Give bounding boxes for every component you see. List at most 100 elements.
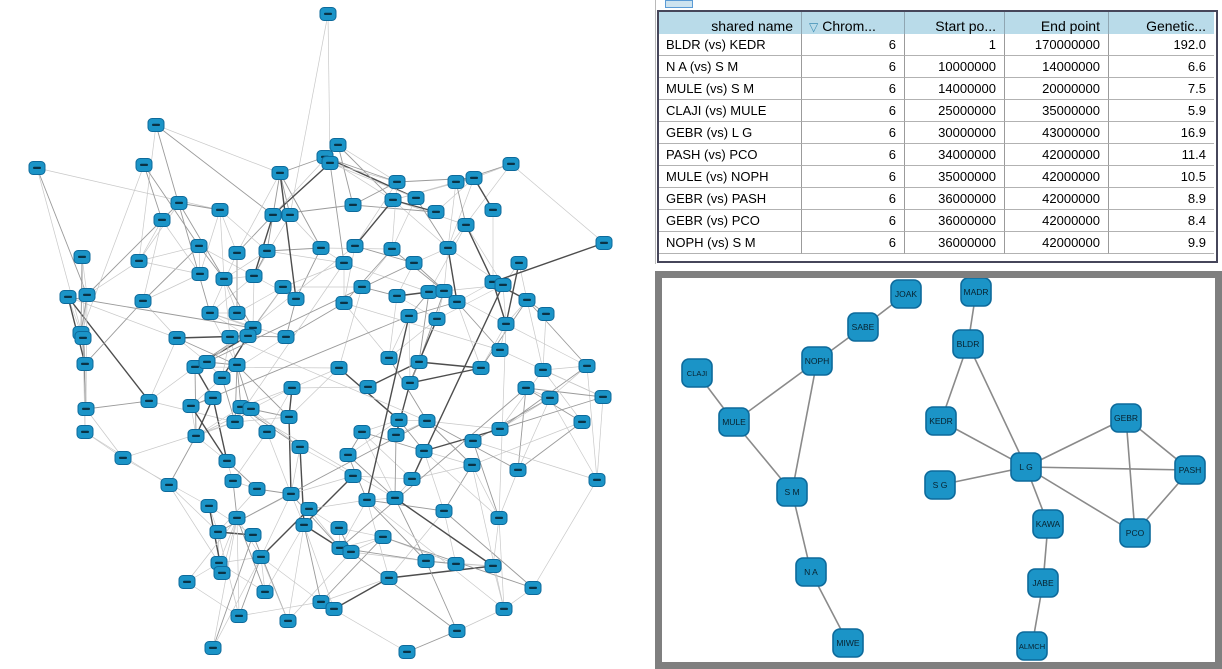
graph-node[interactable] bbox=[398, 645, 416, 659]
graph-node[interactable] bbox=[484, 203, 502, 217]
graph-node[interactable] bbox=[281, 208, 299, 222]
subnetwork-node-sg[interactable]: S G bbox=[924, 470, 956, 500]
table-cell[interactable]: GEBR (vs) L G bbox=[659, 122, 802, 144]
graph-node[interactable] bbox=[510, 256, 528, 270]
graph-node[interactable] bbox=[295, 518, 313, 532]
graph-node[interactable] bbox=[319, 7, 337, 21]
table-cell[interactable]: 35000000 bbox=[1005, 100, 1109, 122]
subnetwork-node-lg[interactable]: L G bbox=[1010, 452, 1042, 482]
graph-node[interactable] bbox=[224, 474, 242, 488]
graph-node[interactable] bbox=[447, 557, 465, 571]
graph-node[interactable] bbox=[277, 330, 295, 344]
graph-node[interactable] bbox=[73, 250, 91, 264]
graph-node[interactable] bbox=[228, 511, 246, 525]
table-cell[interactable]: 6 bbox=[802, 56, 905, 78]
graph-node[interactable] bbox=[439, 241, 457, 255]
graph-node[interactable] bbox=[457, 218, 475, 232]
table-cell[interactable]: 6.6 bbox=[1109, 56, 1214, 78]
graph-node[interactable] bbox=[502, 157, 520, 171]
graph-node[interactable] bbox=[388, 289, 406, 303]
graph-node[interactable] bbox=[264, 208, 282, 222]
graph-node[interactable] bbox=[74, 331, 92, 345]
graph-node[interactable] bbox=[484, 559, 502, 573]
graph-node[interactable] bbox=[204, 391, 222, 405]
graph-node[interactable] bbox=[420, 285, 438, 299]
table-cell[interactable]: 6 bbox=[802, 188, 905, 210]
graph-node[interactable] bbox=[228, 306, 246, 320]
graph-node[interactable] bbox=[387, 428, 405, 442]
scrollbar-sliver[interactable] bbox=[665, 0, 693, 8]
graph-node[interactable] bbox=[191, 267, 209, 281]
table-cell[interactable]: 6 bbox=[802, 100, 905, 122]
graph-node[interactable] bbox=[388, 175, 406, 189]
graph-node[interactable] bbox=[130, 254, 148, 268]
subnetwork-node-gebr[interactable]: GEBR bbox=[1110, 403, 1142, 433]
graph-node[interactable] bbox=[76, 357, 94, 371]
graph-node[interactable] bbox=[359, 380, 377, 394]
graph-node[interactable] bbox=[201, 306, 219, 320]
table-cell[interactable]: 6 bbox=[802, 166, 905, 188]
table-cell[interactable]: 6 bbox=[802, 122, 905, 144]
table-cell[interactable]: 43000000 bbox=[1005, 122, 1109, 144]
table-cell[interactable]: 11.4 bbox=[1109, 144, 1214, 166]
graph-node[interactable] bbox=[114, 451, 132, 465]
table-cell[interactable]: 34000000 bbox=[905, 144, 1005, 166]
table-cell[interactable]: BLDR (vs) KEDR bbox=[659, 34, 802, 56]
graph-node[interactable] bbox=[537, 307, 555, 321]
table-cell[interactable]: 10000000 bbox=[905, 56, 1005, 78]
subnetwork-node-almch[interactable]: ALMCH bbox=[1016, 631, 1048, 661]
graph-node[interactable] bbox=[160, 478, 178, 492]
subnetwork-node-claji[interactable]: CLAJI bbox=[681, 358, 713, 388]
graph-node[interactable] bbox=[170, 196, 188, 210]
graph-node[interactable] bbox=[384, 193, 402, 207]
subnetwork-node-sabe[interactable]: SABE bbox=[847, 312, 879, 342]
table-cell[interactable]: 8.4 bbox=[1109, 210, 1214, 232]
graph-node[interactable] bbox=[209, 525, 227, 539]
graph-node[interactable] bbox=[321, 156, 339, 170]
graph-node[interactable] bbox=[242, 402, 260, 416]
graph-node[interactable] bbox=[497, 317, 515, 331]
graph-node[interactable] bbox=[187, 429, 205, 443]
table-cell[interactable]: 20000000 bbox=[1005, 78, 1109, 100]
graph-node[interactable] bbox=[386, 491, 404, 505]
table-cell[interactable]: GEBR (vs) PASH bbox=[659, 188, 802, 210]
subnetwork-node-miwe[interactable]: MIWE bbox=[832, 628, 864, 658]
subnetwork-node-kawa[interactable]: KAWA bbox=[1032, 509, 1064, 539]
graph-node[interactable] bbox=[228, 358, 246, 372]
graph-node[interactable] bbox=[491, 343, 509, 357]
subnetwork-node-kedr[interactable]: KEDR bbox=[925, 406, 957, 436]
graph-node[interactable] bbox=[448, 295, 466, 309]
table-cell[interactable]: 9.9 bbox=[1109, 232, 1214, 254]
table-cell[interactable]: 7.5 bbox=[1109, 78, 1214, 100]
graph-node[interactable] bbox=[518, 293, 536, 307]
graph-node[interactable] bbox=[76, 425, 94, 439]
graph-node[interactable] bbox=[190, 239, 208, 253]
graph-node[interactable] bbox=[335, 256, 353, 270]
graph-node[interactable] bbox=[407, 191, 425, 205]
graph-node[interactable] bbox=[221, 330, 239, 344]
graph-node[interactable] bbox=[271, 166, 289, 180]
graph-node[interactable] bbox=[464, 434, 482, 448]
graph-node[interactable] bbox=[541, 391, 559, 405]
graph-node[interactable] bbox=[374, 530, 392, 544]
table-cell[interactable]: 8.9 bbox=[1109, 188, 1214, 210]
subnetwork-node-bldr[interactable]: BLDR bbox=[952, 329, 984, 359]
graph-node[interactable] bbox=[300, 502, 318, 516]
graph-node[interactable] bbox=[330, 521, 348, 535]
graph-node[interactable] bbox=[213, 566, 231, 580]
graph-node[interactable] bbox=[200, 499, 218, 513]
graph-node[interactable] bbox=[218, 454, 236, 468]
graph-node[interactable] bbox=[344, 469, 362, 483]
graph-node[interactable] bbox=[28, 161, 46, 175]
table-cell[interactable]: 36000000 bbox=[905, 188, 1005, 210]
table-cell[interactable]: 42000000 bbox=[1005, 210, 1109, 232]
graph-node[interactable] bbox=[344, 198, 362, 212]
table-cell[interactable]: 192.0 bbox=[1109, 34, 1214, 56]
graph-node[interactable] bbox=[330, 361, 348, 375]
graph-node[interactable] bbox=[153, 213, 171, 227]
subnetwork-node-pco[interactable]: PCO bbox=[1119, 518, 1151, 548]
graph-node[interactable] bbox=[77, 402, 95, 416]
table-cell[interactable]: 6 bbox=[802, 144, 905, 166]
graph-node[interactable] bbox=[346, 239, 364, 253]
subnetwork-node-joak[interactable]: JOAK bbox=[890, 279, 922, 309]
